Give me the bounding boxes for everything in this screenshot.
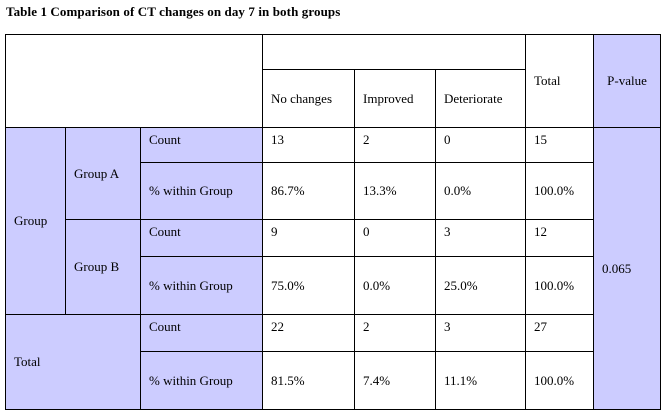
header-deteriorate: Deteriorate [435, 69, 526, 128]
header-corner [5, 34, 263, 128]
header-total: Total [525, 34, 594, 128]
ct-comparison-table: Total P-value No changes Improved Deteri… [5, 34, 661, 410]
group-a-label: Group A [65, 127, 141, 220]
total-pct-improved: 7.4% [354, 351, 436, 410]
group-b-pct-improved: 0.0% [354, 256, 436, 315]
total-pct-total: 100.0% [525, 351, 594, 410]
group-b-pct-no-changes: 75.0% [262, 256, 355, 315]
group-b-pct-label: % within Group [140, 256, 263, 315]
group-a-count-deteriorate: 0 [435, 127, 526, 163]
total-count-no-changes: 22 [262, 314, 355, 352]
group-b-count-total: 12 [525, 219, 594, 257]
total-count-deteriorate: 3 [435, 314, 526, 352]
group-a-pct-no-changes: 86.7% [262, 162, 355, 220]
group-a-pct-improved: 13.3% [354, 162, 436, 220]
row-group-label: Group [5, 127, 66, 315]
total-pct-deteriorate: 11.1% [435, 351, 526, 410]
total-count-improved: 2 [354, 314, 436, 352]
total-row-label: Total [5, 314, 141, 410]
group-b-label: Group B [65, 219, 141, 315]
header-no-changes: No changes [262, 69, 355, 128]
table-caption: Table 1 Comparison of CT changes on day … [6, 4, 341, 19]
group-a-count-total: 15 [525, 127, 594, 163]
group-b-pct-total: 100.0% [525, 256, 594, 315]
group-a-count-improved: 2 [354, 127, 436, 163]
group-b-count-no-changes: 9 [262, 219, 355, 257]
group-b-count-improved: 0 [354, 219, 436, 257]
total-count-label: Count [140, 314, 263, 352]
group-a-count-no-changes: 13 [262, 127, 355, 163]
total-pct-label: % within Group [140, 351, 263, 410]
total-pct-no-changes: 81.5% [262, 351, 355, 410]
group-a-pct-total: 100.0% [525, 162, 594, 220]
group-b-count-deteriorate: 3 [435, 219, 526, 257]
total-count-total: 27 [525, 314, 594, 352]
header-improved: Improved [354, 69, 436, 128]
header-group-span [262, 34, 526, 70]
group-b-pct-deteriorate: 25.0% [435, 256, 526, 315]
group-a-pct-label: % within Group [140, 162, 263, 220]
p-value-cell: 0.065 [593, 127, 661, 410]
group-a-count-label: Count [140, 127, 263, 163]
group-b-count-label: Count [140, 219, 263, 257]
header-p-value: P-value [593, 34, 661, 128]
group-a-pct-deteriorate: 0.0% [435, 162, 526, 220]
